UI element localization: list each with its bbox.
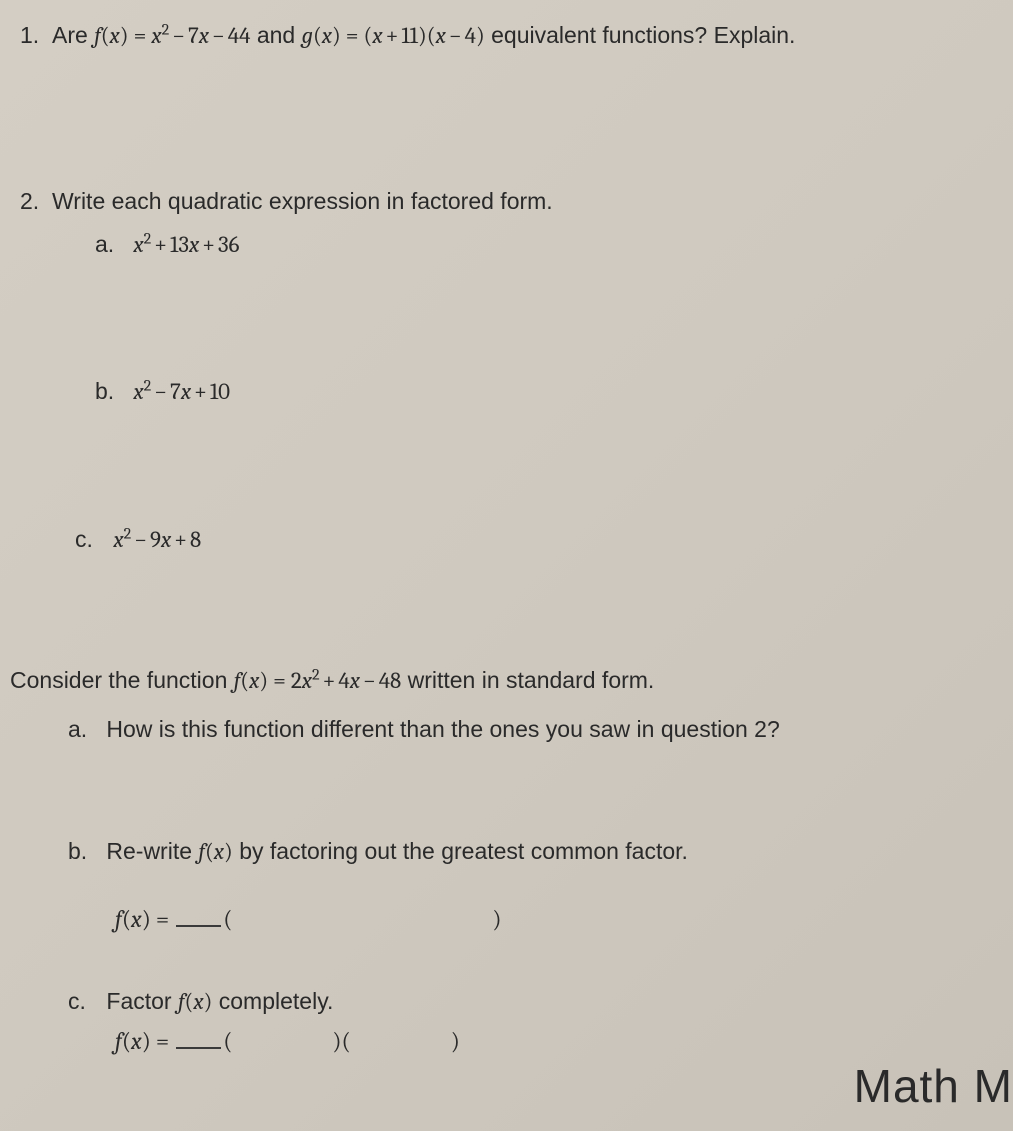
problem-3a: a. How is this function different than t… — [68, 716, 993, 743]
p3b-text: Re-write f(x) by factoring out the great… — [106, 838, 688, 864]
p3b-blank[interactable] — [176, 925, 221, 927]
problem-3: Consider the function f(x)=2x2+4x−48 wri… — [20, 663, 993, 1056]
footer-brand: Math M — [854, 1059, 1013, 1113]
problem-3c-formula: f(x)= ( )() — [115, 1027, 993, 1055]
p3-intro: Consider the function f(x)=2x2+4x−48 wri… — [10, 663, 654, 699]
problem-1-number: 1. — [20, 18, 52, 53]
p3c-lhs: f(x)= — [115, 1027, 174, 1055]
p2c-expr: x2−9x+8 — [113, 526, 201, 553]
p1-g-expr: g(x)=(x+11)(x−4) — [302, 22, 485, 49]
problem-2a: a. x2+13x+36 — [95, 230, 993, 258]
p3b-prefix: Re-write — [106, 838, 198, 864]
p3c-prefix: Factor — [106, 988, 178, 1014]
problem-3b-formula: f(x)= () — [115, 905, 993, 933]
p1-prefix: Are — [52, 22, 94, 48]
p3c-open1: ( — [223, 1027, 232, 1055]
problem-1-line: 1. Are f(x)=x2−7x−44 and g(x)=(x+11)(x−4… — [20, 18, 993, 54]
problem-2-prompt: Write each quadratic expression in facto… — [52, 184, 553, 219]
problem-2-line: 2. Write each quadratic expression in fa… — [20, 184, 993, 219]
p3c-close: ) — [451, 1027, 460, 1055]
problem-3-intro: Consider the function f(x)=2x2+4x−48 wri… — [10, 663, 993, 699]
problem-1-text: Are f(x)=x2−7x−44 and g(x)=(x+11)(x−4) e… — [52, 18, 795, 54]
problem-2: 2. Write each quadratic expression in fa… — [20, 184, 993, 553]
p1-mid: and — [250, 22, 301, 48]
worksheet-page: 1. Are f(x)=x2−7x−44 and g(x)=(x+11)(x−4… — [0, 0, 1013, 1055]
p3c-label: c. — [68, 988, 100, 1015]
p3b-label: b. — [68, 838, 100, 865]
p1-suffix: equivalent functions? Explain. — [485, 22, 796, 48]
p3-prefix: Consider the function — [10, 667, 234, 693]
p1-f-expr: f(x)=x2−7x−44 — [94, 22, 250, 49]
p3c-blank[interactable] — [176, 1047, 221, 1049]
p3c-mid: )( — [332, 1027, 350, 1055]
p3a-text: How is this function different than the … — [106, 716, 779, 742]
problem-3c: c. Factor f(x) completely. — [68, 988, 993, 1015]
p3b-suffix: by factoring out the greatest common fac… — [233, 838, 688, 864]
p3-suffix: written in standard form. — [401, 667, 654, 693]
p2b-expr: x2−7x+10 — [133, 378, 230, 405]
p2a-expr: x2+13x+36 — [133, 231, 239, 258]
p2a-label: a. — [95, 231, 127, 258]
p3c-fx: f(x) — [178, 988, 212, 1015]
problem-2-number: 2. — [20, 184, 52, 219]
p3c-text: Factor f(x) completely. — [106, 988, 333, 1014]
p3a-label: a. — [68, 716, 100, 743]
problem-2b: b. x2−7x+10 — [95, 378, 993, 406]
p3b-lhs: f(x)= — [115, 905, 174, 933]
problem-1: 1. Are f(x)=x2−7x−44 and g(x)=(x+11)(x−4… — [20, 18, 993, 54]
p2b-label: b. — [95, 378, 127, 405]
p3-f-expr: f(x)=2x2+4x−48 — [234, 667, 401, 694]
problem-2c: c. x2−9x+8 — [75, 525, 993, 553]
p3c-suffix: completely. — [212, 988, 333, 1014]
problem-3b: b. Re-write f(x) by factoring out the gr… — [68, 838, 993, 865]
p3b-open: ( — [223, 905, 232, 933]
p3b-close: ) — [492, 905, 501, 933]
p2c-label: c. — [75, 526, 107, 553]
p3b-fx: f(x) — [198, 838, 232, 865]
